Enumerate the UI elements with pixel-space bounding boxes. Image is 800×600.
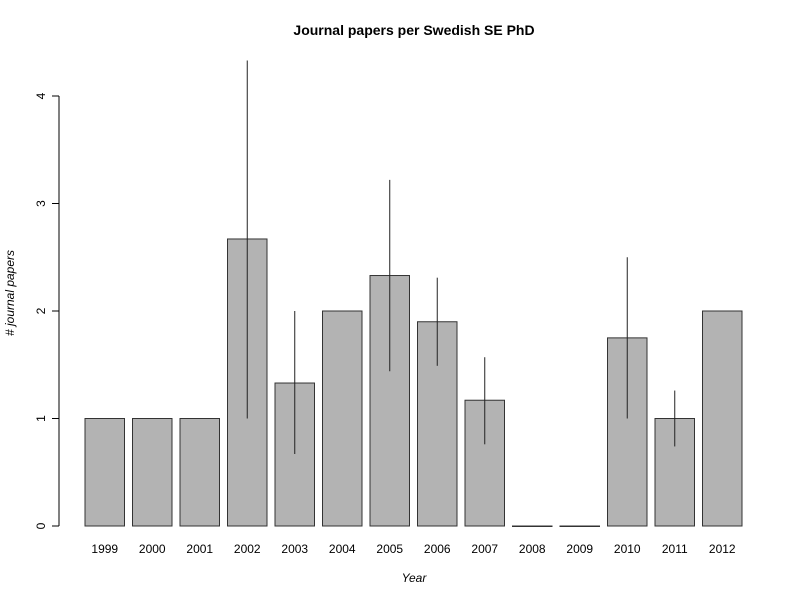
x-tick-label: 2005 <box>376 542 403 556</box>
y-tick-label: 1 <box>34 415 48 422</box>
bar-2001 <box>179 418 220 527</box>
x-tick-label: 2009 <box>566 542 593 556</box>
bar-1999 <box>84 418 125 527</box>
bar-2004 <box>322 310 363 527</box>
x-tick-label: 2010 <box>614 542 641 556</box>
chart-title: Journal papers per Swedish SE PhD <box>293 22 534 38</box>
x-tick-label: 2006 <box>424 542 451 556</box>
y-tick-label: 4 <box>34 92 48 99</box>
x-tick-label: 2007 <box>471 542 498 556</box>
x-tick-label: 2012 <box>709 542 736 556</box>
bar-2008 <box>512 525 553 527</box>
x-tick-label: 2004 <box>329 542 356 556</box>
y-tick-label: 2 <box>34 307 48 314</box>
x-tick-label: 2003 <box>281 542 308 556</box>
y-axis-label: # journal papers <box>3 250 17 336</box>
x-tick-labels: 1999 2000 2001 2002 2003 2004 2005 2006 2007 2008… <box>91 542 736 556</box>
bars-group <box>84 238 743 527</box>
x-axis-label: Year <box>402 571 428 585</box>
x-tick-label: 2002 <box>234 542 261 556</box>
x-tick-label: 2001 <box>186 542 213 556</box>
x-tick-label: 2008 <box>519 542 546 556</box>
x-tick-label: 2000 <box>139 542 166 556</box>
y-tick-label: 0 <box>34 522 48 529</box>
bar-2000 <box>132 418 173 527</box>
bar-2009 <box>559 525 600 527</box>
x-tick-label: 1999 <box>91 542 118 556</box>
x-tick-label: 2011 <box>662 542 688 556</box>
bar-2012 <box>702 310 743 527</box>
y-axis: 0 1 2 3 4 <box>34 92 60 529</box>
y-tick-label: 3 <box>34 200 48 207</box>
error-bars-group <box>246 60 676 454</box>
